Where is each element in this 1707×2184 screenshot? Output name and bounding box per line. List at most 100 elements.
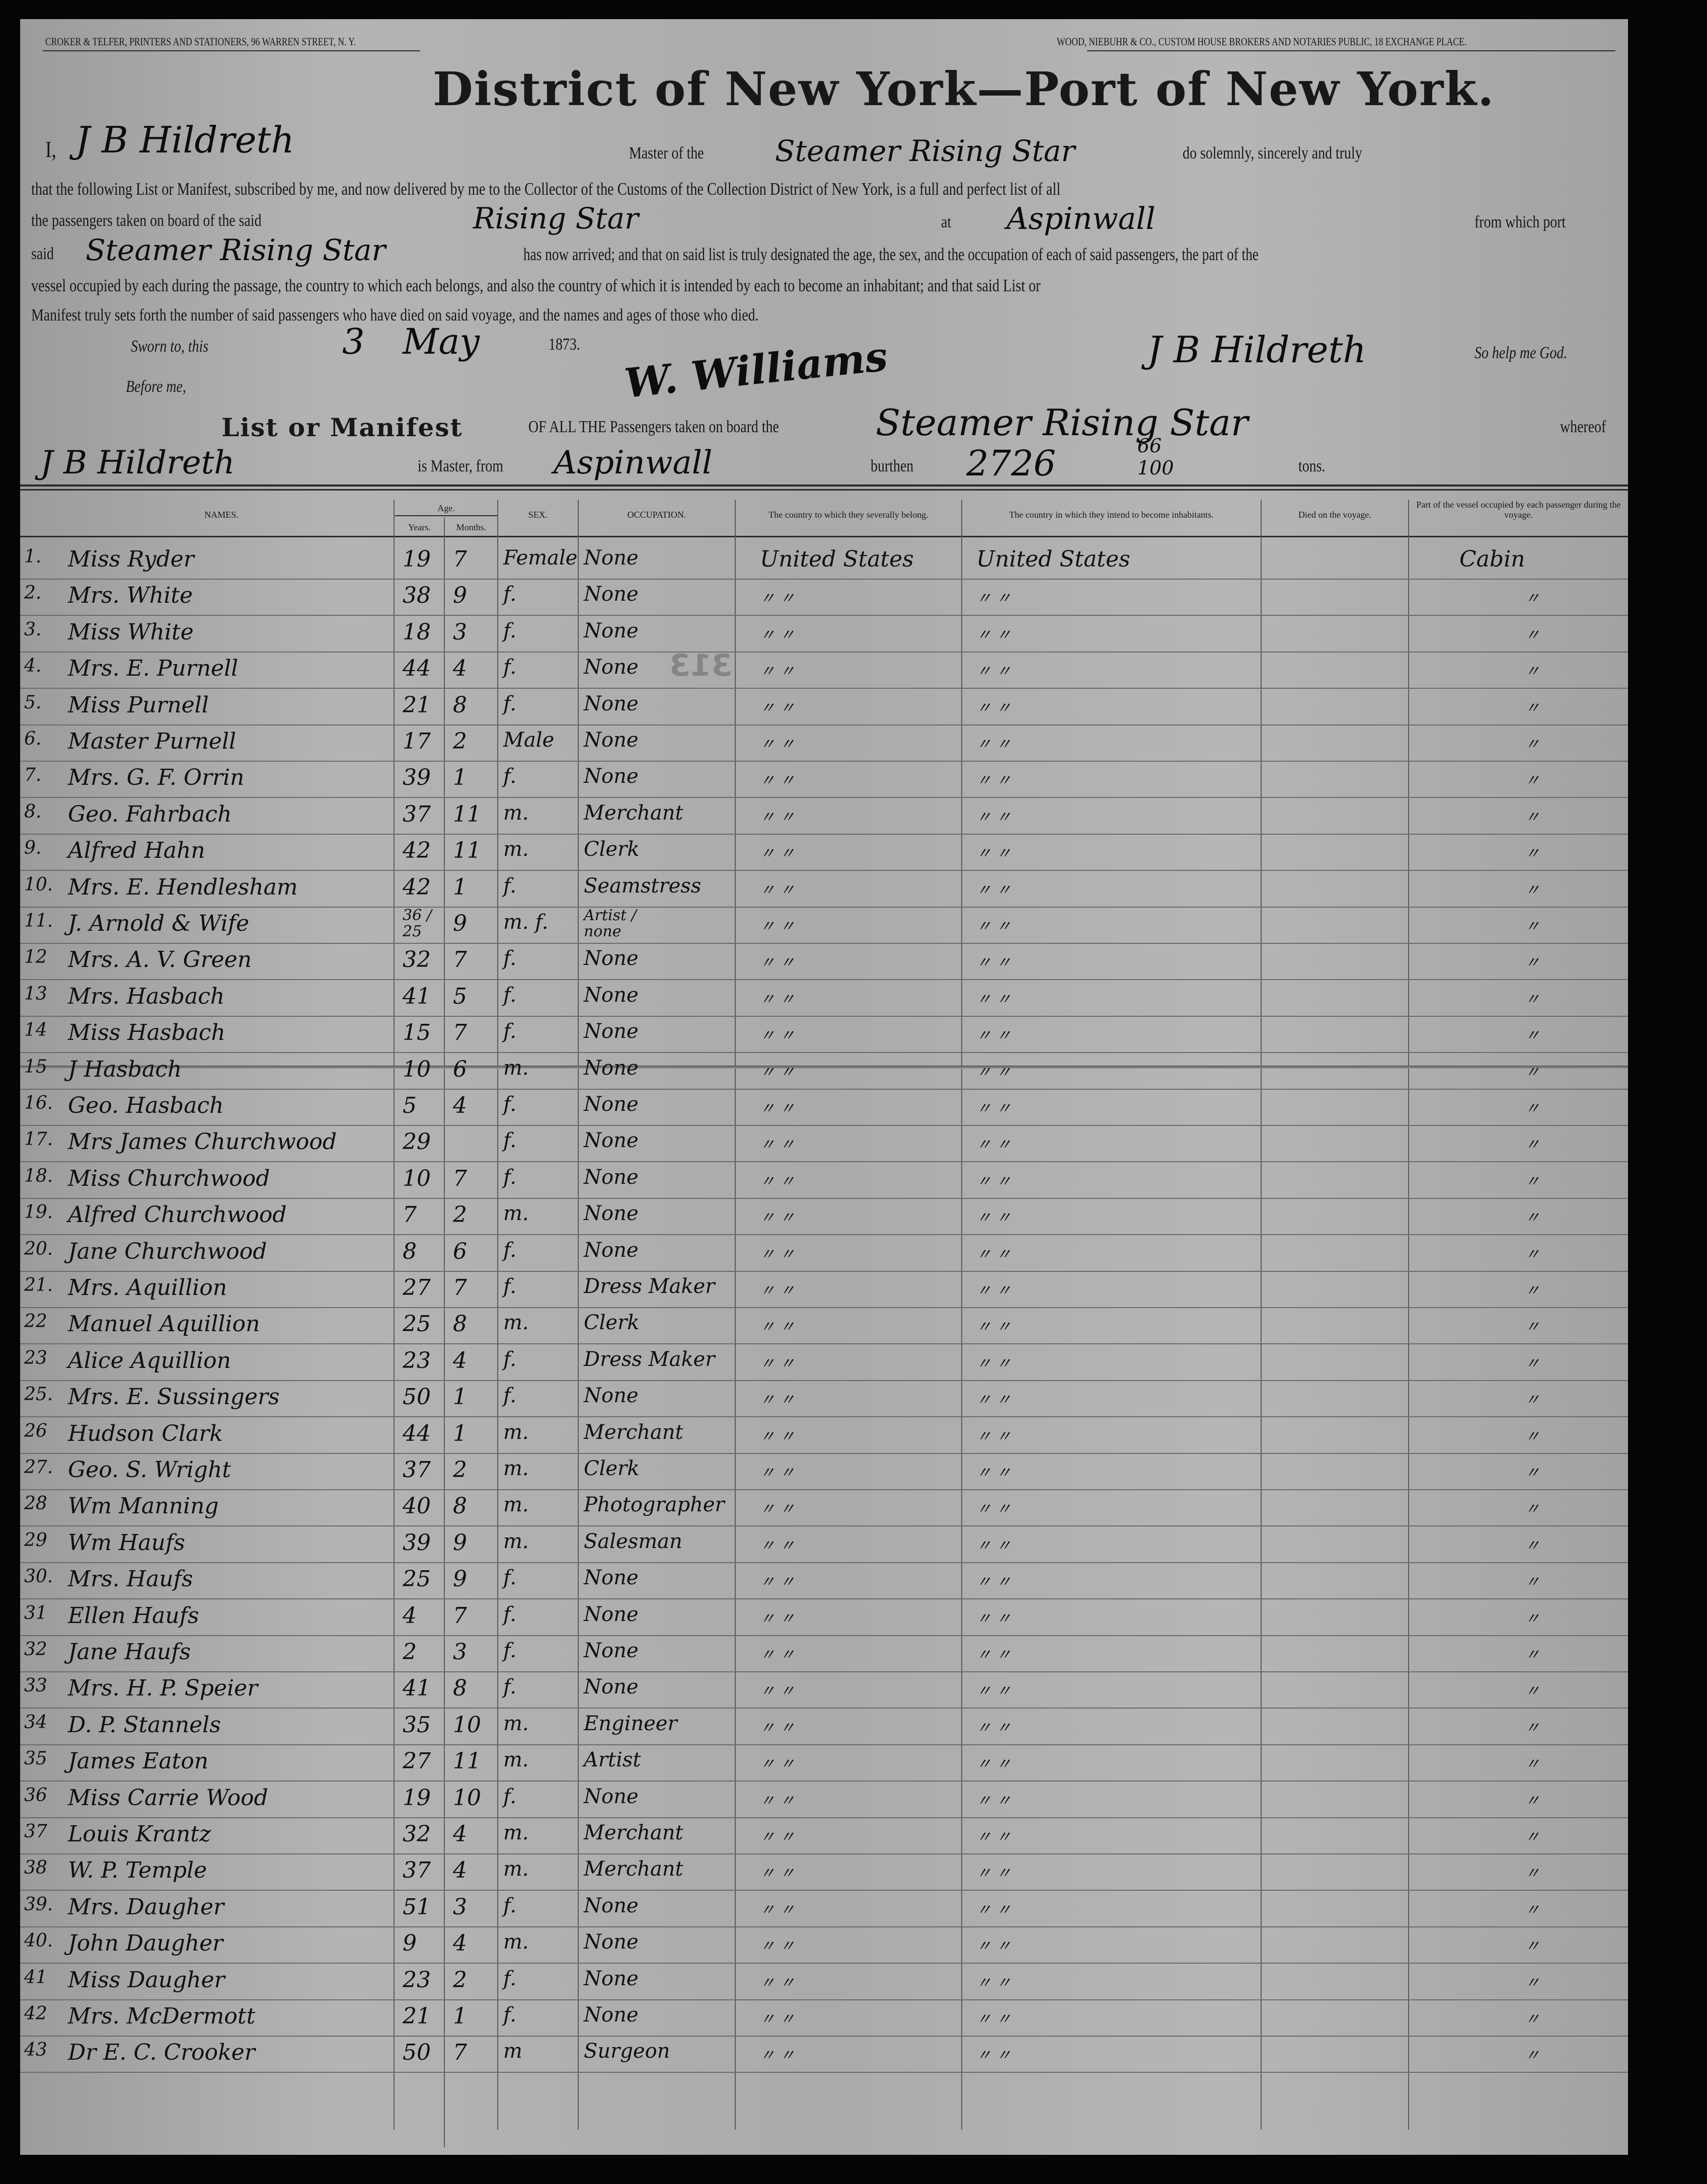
occupation: None bbox=[584, 1165, 639, 1189]
passenger-name: Hudson Clark bbox=[68, 1420, 223, 1446]
tonnage-fraction-numerator: 66 bbox=[1137, 435, 1162, 457]
row-number: 26 bbox=[24, 1420, 47, 1441]
age-months: 4 bbox=[453, 1857, 467, 1884]
part-of-vessel: 〃 bbox=[1525, 736, 1540, 753]
occupation: None bbox=[584, 1020, 639, 1043]
age-years: 39 bbox=[403, 1529, 431, 1556]
column-header-names: NAMES. bbox=[204, 510, 239, 520]
country-belong: 〃 〃 bbox=[760, 1245, 795, 1263]
manifest-text: burthen bbox=[871, 457, 914, 475]
oath-text: Manifest truly sets forth the number of … bbox=[31, 306, 759, 325]
table-row: 33 Mrs. H. P. Speier 41 8 f. None 〃 〃 〃 〃 〃 bbox=[20, 1671, 1628, 1709]
country-inhabit: 〃 〃 bbox=[976, 736, 1012, 753]
part-of-vessel: 〃 bbox=[1525, 1354, 1540, 1372]
column-header-months: Months. bbox=[456, 522, 487, 532]
part-of-vessel: 〃 bbox=[1525, 772, 1540, 790]
table-row: 21. Mrs. Aquillion 27 7 f. Dress Maker 〃 〃 〃 〃 〃 bbox=[20, 1271, 1628, 1308]
table-row: 41 Miss Daugher 23 2 f. None 〃 〃 〃 〃 〃 bbox=[20, 1963, 1628, 2000]
occupation: None bbox=[584, 947, 639, 970]
table-row: 8. Geo. Fahrbach 37 11 m. Merchant 〃 〃 〃 〃 〃 bbox=[20, 797, 1628, 835]
table-row: 38 W. P. Temple 37 4 m. Merchant 〃 〃 〃 〃 〃 bbox=[20, 1853, 1628, 1891]
country-belong: 〃 〃 bbox=[760, 1865, 795, 1883]
age-months: 3 bbox=[453, 619, 467, 645]
table-row: 39. Mrs. Daugher 51 3 f. None 〃 〃 〃 〃 〃 bbox=[20, 1890, 1628, 1927]
sex: f. bbox=[503, 1347, 517, 1371]
passenger-name: Mrs James Churchwood bbox=[68, 1129, 337, 1155]
part-of-vessel: 〃 bbox=[1525, 918, 1540, 935]
row-number: 31 bbox=[24, 1602, 47, 1624]
passenger-name: Geo. Fahrbach bbox=[68, 801, 232, 827]
occupation: None bbox=[584, 1566, 639, 1590]
country-belong: 〃 〃 bbox=[760, 1100, 795, 1117]
manifest-text: OF ALL THE Passengers taken on board the bbox=[528, 418, 779, 436]
part-of-vessel: 〃 bbox=[1525, 1719, 1540, 1737]
country-inhabit: 〃 〃 bbox=[976, 1901, 1012, 1919]
passenger-name: Miss Ryder bbox=[68, 546, 194, 572]
part-of-vessel: 〃 bbox=[1525, 2047, 1540, 2065]
sex: Male bbox=[503, 729, 555, 752]
passenger-name: Miss Purnell bbox=[68, 692, 209, 718]
sex: f. bbox=[503, 1639, 517, 1662]
row-number: 36 bbox=[24, 1785, 47, 1806]
age-years: 9 bbox=[403, 1930, 417, 1957]
part-of-vessel: 〃 bbox=[1525, 1391, 1540, 1409]
occupation: Photographer bbox=[584, 1493, 725, 1517]
occupation: Merchant bbox=[584, 801, 683, 825]
passenger-name: Alfred Hahn bbox=[68, 838, 205, 864]
passenger-name: Geo. S. Wright bbox=[68, 1457, 231, 1483]
country-belong: 〃 〃 bbox=[760, 1063, 795, 1081]
age-months: 6 bbox=[453, 1238, 467, 1264]
printer-imprint: CROKER & TELFER, Printers and Stationers… bbox=[45, 35, 356, 48]
sex: f. bbox=[503, 983, 517, 1007]
occupation: None bbox=[584, 983, 639, 1007]
sex: f. bbox=[503, 874, 517, 898]
header-rule bbox=[20, 536, 1628, 537]
passenger-name: Mrs. Aquillion bbox=[68, 1275, 227, 1301]
occupation: None bbox=[584, 1093, 639, 1116]
column-header-age: Age. bbox=[437, 503, 455, 513]
table-row: 11. J. Arnold & Wife 36 / 25 9 m. f. Artist /… bbox=[20, 907, 1628, 944]
row-number: 30. bbox=[24, 1566, 53, 1587]
row-number: 42 bbox=[24, 2003, 47, 2024]
sex: m. bbox=[503, 1420, 529, 1444]
age-years: 42 bbox=[403, 838, 431, 864]
officer-signature: W. Williams bbox=[622, 332, 890, 408]
passenger-name: Master Purnell bbox=[68, 729, 237, 754]
country-inhabit: 〃 〃 bbox=[976, 1464, 1012, 1482]
occupation: None bbox=[584, 1894, 639, 1917]
row-number: 41 bbox=[24, 1967, 47, 1988]
occupation: Dress Maker bbox=[584, 1347, 715, 1371]
country-belong: 〃 〃 bbox=[760, 2047, 795, 2065]
column-header-sex: SEX. bbox=[528, 510, 548, 520]
part-of-vessel: 〃 bbox=[1525, 1318, 1540, 1336]
sex: m. bbox=[503, 1529, 529, 1553]
country-belong: 〃 〃 bbox=[760, 590, 795, 608]
country-belong: 〃 〃 bbox=[760, 1136, 795, 1154]
sex: f. bbox=[503, 1093, 517, 1116]
country-inhabit: 〃 〃 bbox=[976, 918, 1012, 935]
part-of-vessel: 〃 bbox=[1525, 1609, 1540, 1628]
age-years: 7 bbox=[403, 1202, 417, 1228]
sex: m. bbox=[503, 801, 529, 825]
sex: f. bbox=[503, 1129, 517, 1153]
row-number: 22 bbox=[24, 1311, 47, 1332]
double-rule bbox=[20, 484, 1628, 487]
passenger-name: J Hasbach bbox=[68, 1056, 182, 1082]
passenger-name: Mrs. E. Sussingers bbox=[68, 1384, 280, 1410]
sex: f. bbox=[503, 1566, 517, 1590]
country-belong: 〃 〃 bbox=[760, 954, 795, 972]
country-belong: 〃 〃 bbox=[760, 1755, 795, 1773]
country-belong: 〃 〃 bbox=[760, 1464, 795, 1482]
age-years: 21 bbox=[403, 2003, 431, 2029]
row-number: 9. bbox=[24, 838, 42, 859]
country-belong: 〃 〃 bbox=[760, 626, 795, 644]
age-months: 2 bbox=[453, 729, 467, 754]
country-inhabit: 〃 〃 bbox=[976, 1828, 1012, 1846]
divider bbox=[1087, 50, 1615, 51]
age-years: 41 bbox=[403, 1675, 431, 1702]
country-inhabit: 〃 〃 bbox=[976, 808, 1012, 826]
column-divider bbox=[444, 517, 445, 2147]
row-number: 10. bbox=[24, 874, 53, 895]
sex: f. bbox=[503, 1384, 517, 1408]
column-divider bbox=[1261, 500, 1262, 2130]
